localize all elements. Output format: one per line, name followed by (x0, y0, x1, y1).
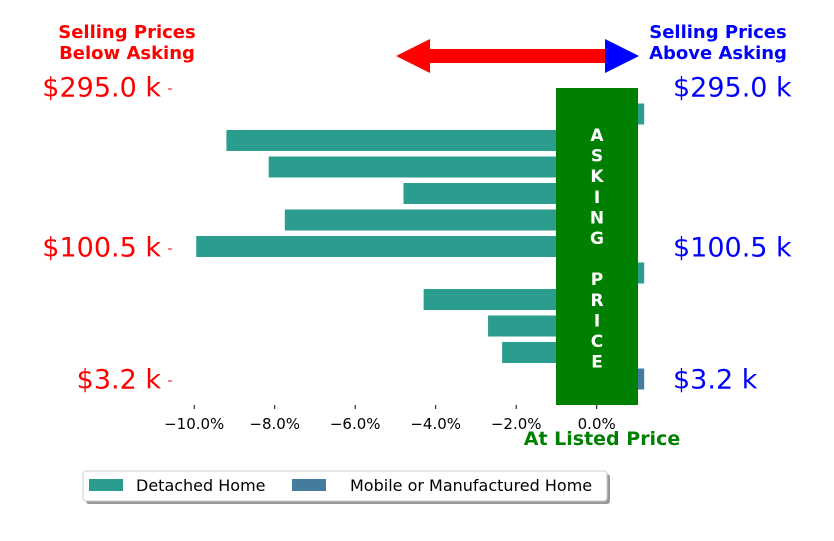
asking-price-rect (556, 88, 638, 405)
x-tick-label: −2.0% (491, 415, 542, 433)
y-axis-labels: $295.0 k $100.5 k $3.2 k $295.0 k $100.5 k $3… (42, 73, 792, 396)
below-asking-label: Below Asking (59, 43, 195, 64)
arrow-shaft (428, 49, 606, 63)
asking-price-letter: G (590, 229, 604, 249)
bar (423, 289, 597, 310)
above-asking-label: Selling Prices (649, 22, 786, 43)
legend-swatch (89, 479, 123, 491)
legend-swatch (292, 479, 326, 491)
y-label-left: $3.2 k (77, 365, 162, 396)
x-axis: −10.0% −8.0% −6.0% −4.0% −2.0% 0.0% (164, 405, 616, 433)
y-label-left: $100.5 k (42, 233, 161, 264)
bar (196, 236, 597, 257)
asking-price-letter: I (594, 311, 600, 331)
x-tick-label: −6.0% (330, 415, 381, 433)
legend-label: Detached Home (136, 476, 266, 495)
legend-box (82, 470, 608, 502)
asking-price-letter: A (590, 126, 604, 146)
asking-price-letter: K (590, 167, 604, 187)
asking-price-letter: P (591, 270, 603, 290)
bar (284, 209, 597, 231)
asking-price-letter: R (590, 291, 603, 311)
arrow-left-head (396, 39, 430, 73)
y-label-right: $3.2 k (673, 365, 758, 396)
asking-price-letter: S (591, 147, 603, 167)
bar (268, 156, 597, 178)
asking-price-letter: C (591, 332, 603, 352)
below-asking-label: Selling Prices (58, 22, 195, 43)
legend: Detached Home Mobile or Manufactured Home (82, 470, 610, 504)
y-label-left: $295.0 k (42, 73, 161, 104)
x-tick-label: −8.0% (249, 415, 300, 433)
x-tick-label: −4.0% (410, 415, 461, 433)
x-tick-label: −10.0% (164, 415, 224, 433)
bar (226, 130, 597, 151)
asking-price-letter: N (590, 208, 604, 228)
legend-label: Mobile or Manufactured Home (350, 476, 592, 495)
bar (403, 183, 597, 204)
at-listed-price-label: At Listed Price (524, 428, 680, 450)
asking-price-letter: E (591, 353, 603, 373)
arrow-right-head (605, 39, 639, 73)
x-tick-label: 0.0% (578, 415, 616, 433)
y-label-right: $100.5 k (673, 233, 792, 264)
asking-price-letter: I (594, 188, 600, 208)
above-asking-label: Above Asking (649, 43, 787, 64)
y-label-right: $295.0 k (673, 73, 792, 104)
